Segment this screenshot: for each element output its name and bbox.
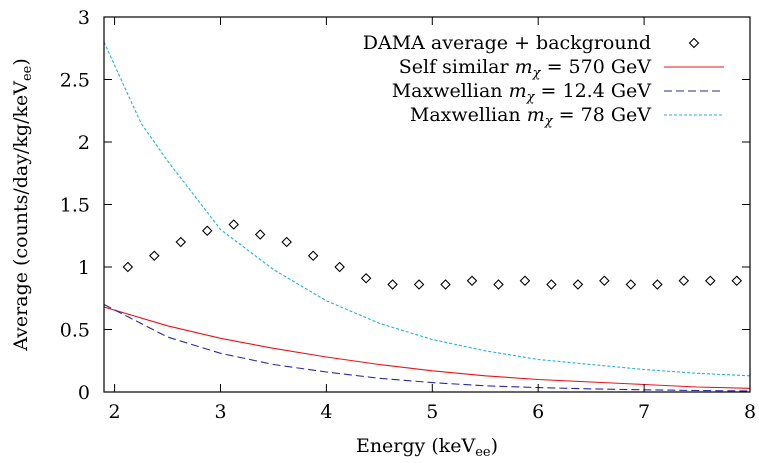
y-tick-label: 2.5 bbox=[60, 70, 90, 92]
y-tick-label: 0 bbox=[78, 382, 90, 404]
series-line-1 bbox=[104, 306, 750, 389]
data-point bbox=[360, 272, 372, 284]
y-tick-label: 0.5 bbox=[60, 320, 90, 342]
data-point bbox=[440, 279, 451, 290]
legend-label: Maxwellian mχ = 12.4 GeV bbox=[392, 80, 652, 105]
data-point bbox=[652, 279, 663, 290]
legend-label: Self similar mχ = 570 GeV bbox=[399, 56, 652, 81]
y-tick-label: 1.5 bbox=[60, 195, 90, 217]
x-axis-label: Energy (keVee) bbox=[356, 435, 498, 460]
x-tick-label: 8 bbox=[744, 401, 756, 423]
data-point bbox=[175, 236, 187, 248]
legend-label: DAMA average + background bbox=[363, 32, 651, 54]
data-point bbox=[307, 250, 319, 262]
x-tick-label: 4 bbox=[320, 401, 332, 423]
data-point bbox=[519, 275, 531, 287]
data-point bbox=[201, 225, 213, 237]
series-line-3 bbox=[104, 41, 750, 377]
data-point bbox=[599, 275, 610, 287]
x-tick-label: 5 bbox=[426, 401, 438, 423]
x-tick-label: 2 bbox=[109, 401, 121, 423]
data-point bbox=[466, 275, 478, 287]
data-point bbox=[281, 236, 292, 248]
data-point bbox=[493, 279, 504, 290]
y-tick-label: 2 bbox=[78, 132, 90, 154]
data-point bbox=[731, 275, 743, 287]
data-point bbox=[387, 279, 398, 290]
series-line-2 bbox=[104, 304, 750, 392]
y-tick-label: 1 bbox=[78, 257, 90, 279]
y-tick-label: 3 bbox=[78, 7, 90, 29]
data-point bbox=[334, 261, 345, 273]
data-point bbox=[254, 229, 266, 240]
data-point bbox=[149, 250, 160, 262]
y-axis-label: Average (counts/day/kg/keVee) bbox=[10, 58, 35, 352]
data-point bbox=[625, 279, 637, 290]
x-tick-label: 3 bbox=[214, 401, 226, 423]
data-point bbox=[678, 275, 690, 287]
data-point bbox=[705, 275, 716, 287]
legend-marker bbox=[688, 37, 700, 49]
data-point bbox=[546, 279, 557, 290]
data-point bbox=[228, 219, 240, 230]
data-point bbox=[413, 279, 425, 290]
x-tick-label: 6 bbox=[532, 401, 544, 423]
data-point bbox=[572, 279, 584, 290]
data-point bbox=[122, 261, 134, 273]
x-tick-label: 7 bbox=[638, 401, 650, 423]
legend-label: Maxwellian mχ = 78 GeV bbox=[410, 104, 651, 129]
